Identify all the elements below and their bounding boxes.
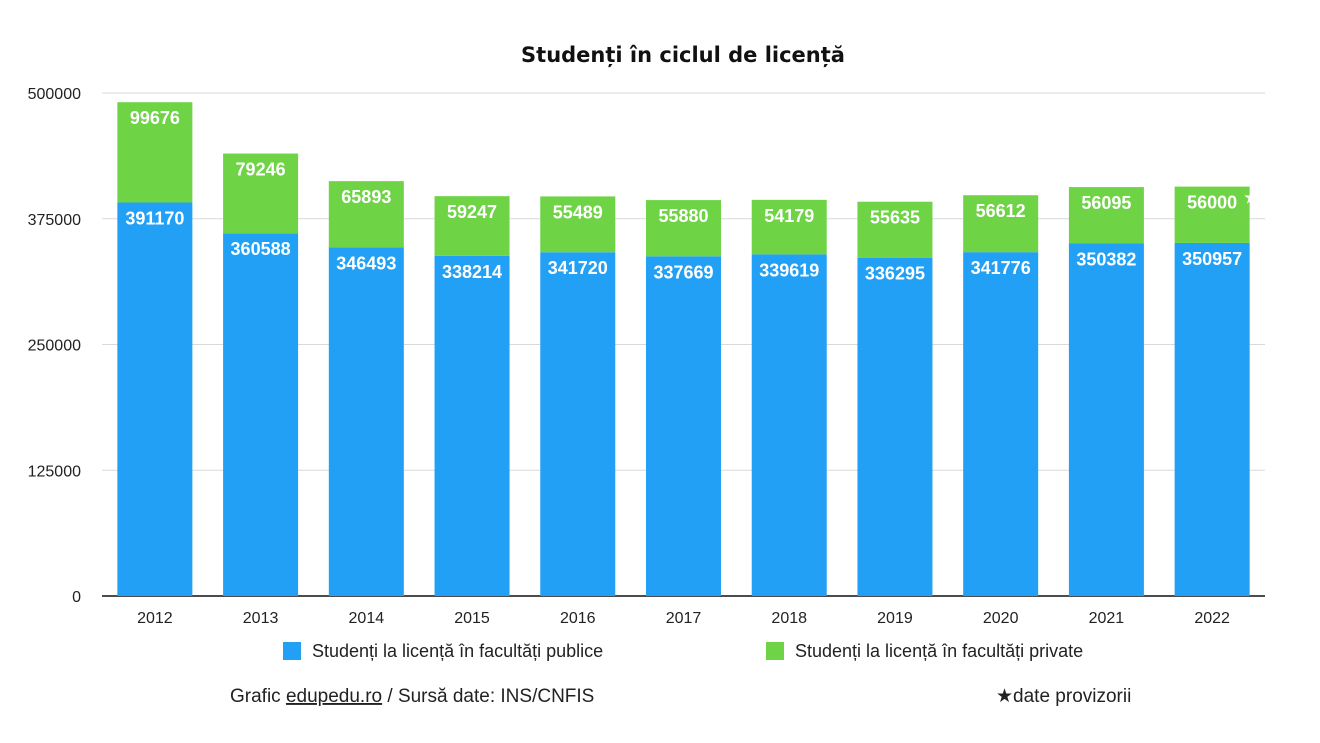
data-label-public-2012: 391170 [125, 208, 184, 228]
data-label-private-2020: 56612 [976, 201, 1026, 221]
x-tick-label: 2015 [454, 610, 490, 627]
provisional-note-marker: ★ [996, 686, 1013, 707]
y-tick-label: 250000 [28, 338, 81, 355]
bar-public-2015 [434, 255, 510, 596]
data-label-private-2015: 59247 [447, 202, 497, 222]
legend-swatch-private [766, 642, 784, 660]
data-label-private-2022: 56000 [1187, 193, 1237, 213]
y-tick-label: 500000 [28, 86, 81, 103]
bar-public-2019 [857, 257, 933, 596]
bar-private-2021 [1068, 187, 1144, 244]
data-label-private-2012: 99676 [130, 108, 180, 128]
credit-prefix: Grafic [230, 686, 286, 707]
credit-text: Grafic edupedu.ro / Sursă date: INS/CNFI… [230, 686, 594, 707]
data-label-private-2019: 55635 [870, 208, 920, 228]
bars: 391170 99676 360588 79246 346493 65893 338214 5… [117, 102, 1259, 597]
x-axis-ticks: 2012 2013 2014 2015 2016 2017 2018 2019 2020 2021… [137, 610, 1230, 627]
y-tick-label: 375000 [28, 212, 81, 229]
data-label-private-2021: 56095 [1081, 193, 1131, 213]
bar-public-2018 [751, 254, 827, 596]
data-label-public-2018: 339619 [759, 260, 819, 280]
data-label-public-2015: 338214 [442, 262, 502, 282]
data-label-private-2017: 55880 [658, 206, 708, 226]
data-label-private-2016: 55489 [553, 202, 603, 222]
x-tick-label: 2017 [666, 610, 702, 627]
bar-public-2012 [117, 202, 193, 597]
data-label-public-2022: 350957 [1182, 249, 1242, 269]
x-tick-label: 2019 [877, 610, 913, 627]
data-label-public-2016: 341720 [548, 258, 608, 278]
x-tick-label: 2021 [1089, 610, 1125, 627]
bar-public-2013 [223, 233, 299, 596]
legend: Studenți la licență în facultăți publice… [283, 641, 1083, 661]
data-label-private-2014: 65893 [341, 187, 391, 207]
chart-title: Studenți în ciclul de licență [521, 43, 845, 68]
y-tick-label: 0 [72, 589, 81, 606]
x-tick-label: 2013 [243, 610, 279, 627]
data-label-public-2019: 336295 [865, 264, 925, 284]
bar-private-2018 [751, 199, 827, 255]
data-label-public-2017: 337669 [653, 262, 713, 282]
x-tick-label: 2022 [1194, 610, 1230, 627]
bar-private-2017 [646, 200, 721, 257]
x-tick-label: 2018 [771, 610, 807, 627]
data-label-private-2013: 79246 [236, 160, 286, 180]
bar-private-2020 [963, 195, 1039, 253]
bar-private-2016 [540, 196, 616, 253]
bar-public-2016 [540, 252, 616, 596]
x-tick-label: 2014 [349, 610, 385, 627]
credit-link[interactable]: edupedu.ro [286, 686, 382, 707]
bar-public-2021 [1068, 243, 1144, 597]
x-tick-label: 2020 [983, 610, 1019, 627]
data-label-public-2014: 346493 [336, 253, 396, 273]
bar-private-2014 [328, 181, 404, 248]
provisional-note: ★date provizorii [996, 686, 1131, 707]
provisional-star-icon: ★ [1243, 188, 1259, 208]
legend-swatch-public [283, 642, 301, 660]
x-tick-label: 2016 [560, 610, 596, 627]
bar-private-2019 [857, 201, 933, 258]
data-label-private-2018: 54179 [764, 206, 814, 226]
bar-public-2022 [1174, 242, 1250, 596]
bar-private-2015 [434, 196, 510, 256]
legend-label-public: Studenți la licență în facultăți publice [312, 641, 603, 661]
bar-private-2013 [223, 153, 299, 234]
x-tick-label: 2012 [137, 610, 173, 627]
bar-public-2017 [646, 256, 721, 596]
data-label-public-2013: 360588 [231, 239, 291, 259]
bar-public-2014 [328, 247, 404, 596]
data-label-public-2021: 350382 [1076, 250, 1136, 270]
bar-private-2012 [117, 102, 193, 203]
y-axis-ticks: 0 125000 250000 375000 500000 [28, 86, 81, 606]
legend-label-private: Studenți la licență în facultăți private [795, 641, 1083, 661]
provisional-note-text: date provizorii [1013, 686, 1131, 707]
bar-private-2022 [1174, 186, 1250, 243]
data-label-public-2020: 341776 [971, 258, 1031, 278]
footer: Grafic edupedu.ro / Sursă date: INS/CNFI… [230, 686, 1131, 707]
y-tick-label: 125000 [28, 463, 81, 480]
credit-source: / Sursă date: INS/CNFIS [382, 686, 594, 707]
bar-public-2020 [963, 252, 1039, 596]
